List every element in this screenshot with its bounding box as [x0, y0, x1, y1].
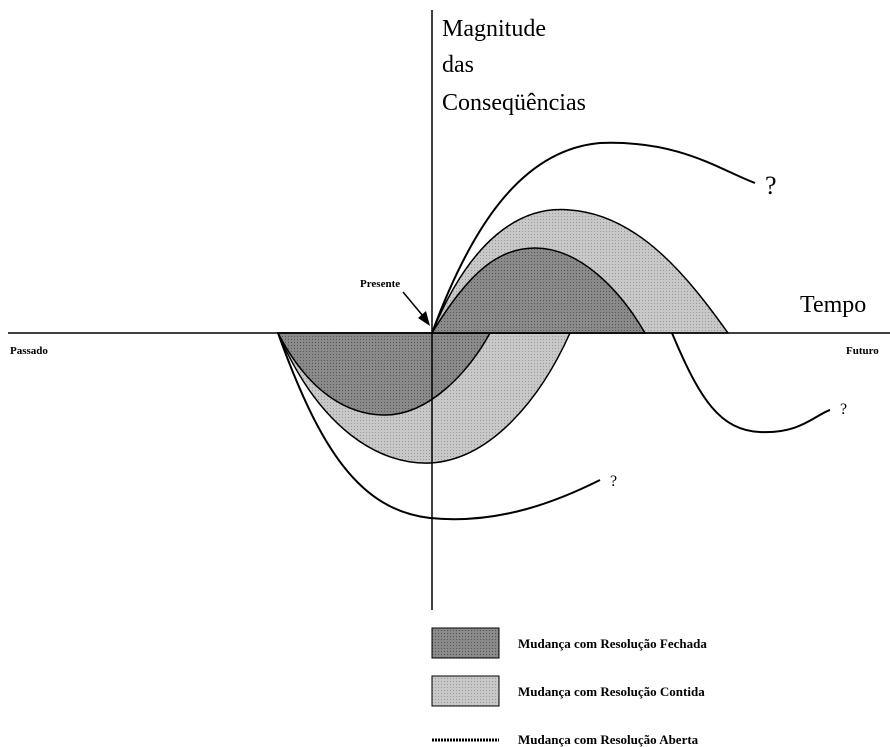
legend-label: Mudança com Resolução Aberta [518, 732, 699, 747]
closed-lower [276, 332, 492, 416]
legend-label: Mudança com Resolução Fechada [518, 636, 707, 651]
legend-swatch [431, 627, 500, 659]
past-label: Passado [10, 345, 48, 357]
open-curve [277, 332, 601, 521]
open-curve [431, 141, 756, 334]
y-label: Conseqüências [442, 90, 586, 116]
future-label: Futuro [846, 345, 879, 357]
closed-upper [430, 247, 647, 334]
arrow-head [418, 311, 430, 326]
question-mark: ? [610, 473, 617, 490]
y-label: Magnitude [442, 16, 546, 42]
legend-swatch [431, 675, 500, 707]
present-label: Presente [360, 278, 400, 290]
question-mark: ? [840, 401, 847, 418]
y-label: das [442, 52, 474, 78]
question-mark: ? [765, 171, 777, 200]
regions [276, 208, 730, 464]
x-label: Tempo [800, 292, 866, 318]
legend-label: Mudança com Resolução Contida [518, 684, 705, 699]
open-curves [277, 141, 831, 521]
open-curve [671, 332, 831, 434]
